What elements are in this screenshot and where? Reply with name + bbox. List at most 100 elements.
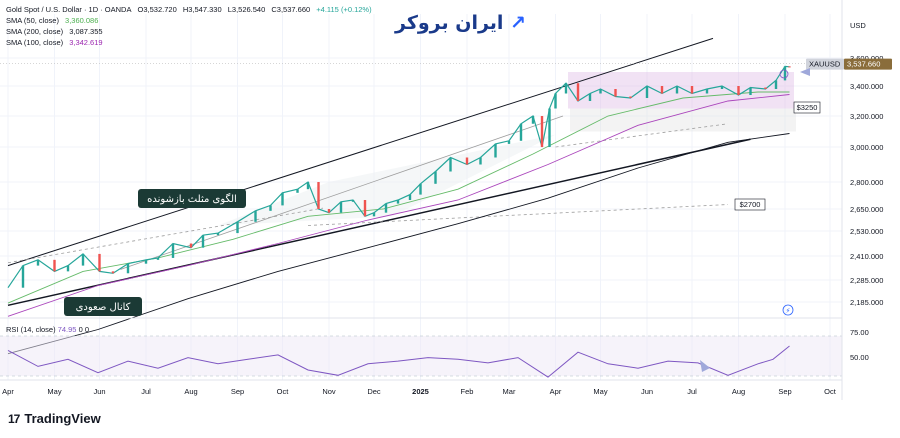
candle	[306, 182, 310, 190]
candle	[36, 259, 40, 266]
rsi-line	[7, 345, 790, 378]
candle	[156, 257, 160, 260]
candle	[126, 263, 130, 274]
ticker-tag: XAUUSD	[809, 60, 841, 69]
time-tick-label: Apr	[550, 387, 562, 396]
price-tick-label: 2,285.000	[850, 276, 883, 285]
level-3250-label: $3250	[797, 103, 818, 112]
time-tick-label: Oct	[277, 387, 290, 396]
candle	[296, 189, 299, 193]
candle	[588, 93, 592, 101]
candle	[372, 212, 376, 217]
ticker-tag-bg	[806, 58, 844, 70]
currency-label: USD	[850, 21, 866, 30]
sma50-value: 3,360.086	[65, 16, 99, 25]
lightning-glyph: ⚡	[786, 307, 791, 315]
candle	[351, 200, 355, 202]
time-tick-label: May	[47, 387, 61, 396]
candle	[339, 201, 343, 213]
triangle-label-bg	[138, 189, 246, 208]
sma200-line	[7, 133, 790, 355]
candle	[531, 116, 535, 124]
price-tick-label: 2,410.000	[850, 252, 883, 261]
time-tick-label: Jul	[141, 387, 151, 396]
rsi-arrow-icon	[700, 360, 710, 372]
channel-label-bg	[64, 297, 142, 316]
support-zone	[570, 108, 796, 132]
price-tick-label: 3,400.000	[850, 82, 883, 91]
price-tick-label: 2,800.000	[850, 178, 883, 187]
time-tick-label: Nov	[322, 387, 336, 396]
rsi-tick-label: 75.00	[850, 328, 869, 337]
price-axis[interactable]: USD 3,600.000 3,400.000 3,200.000 3,000.000 2…	[806, 0, 892, 400]
sma200-row: SMA (200, close) 3,087.355	[6, 26, 376, 37]
candle	[660, 86, 664, 94]
chart-trend-icon: ↗	[510, 12, 526, 34]
candle	[788, 66, 791, 68]
candle	[189, 243, 193, 248]
time-axis[interactable]: Apr May Jun Jul Aug Sep Oct Nov Dec 2025 Feb Mar Apr…	[0, 379, 842, 396]
candle	[53, 259, 56, 272]
price-tick-label: 2,650.000	[850, 205, 883, 214]
time-tick-label: Apr	[2, 387, 14, 396]
zones	[218, 72, 796, 226]
triangle-zone	[218, 134, 556, 226]
sma100-value: 3,342.619	[69, 38, 103, 47]
highlight-circle	[779, 69, 789, 79]
iranbroker-logo-text: ایران بروکر	[395, 12, 504, 34]
level-3250-box	[793, 101, 821, 114]
ohlc-low: L3,526.540	[227, 5, 266, 14]
time-tick-label: Sep	[231, 387, 244, 396]
candle	[645, 86, 649, 98]
triangle-label: الگوی مثلث بازشونده	[147, 193, 237, 205]
sma100-row: SMA (100, close) 3,342.619	[6, 37, 376, 48]
time-tick-label: Sep	[778, 387, 791, 396]
rsi-extra: 0 0	[78, 325, 90, 334]
candle	[396, 200, 400, 204]
candle	[479, 157, 482, 165]
candle	[216, 233, 220, 236]
candle	[540, 116, 544, 147]
candle	[519, 123, 523, 141]
rsi-tick-label: 50.00	[850, 353, 869, 362]
candle	[254, 210, 257, 222]
price-line	[7, 65, 790, 289]
candle	[317, 182, 320, 209]
sma50-row: SMA (50, close) 3,360.086	[6, 15, 376, 26]
candle	[384, 203, 388, 213]
time-tick-label: Dec	[367, 387, 381, 396]
candle	[419, 183, 422, 195]
tradingview-logo[interactable]: 17 TradingView	[8, 411, 101, 426]
price-tick-label: 3,200.000	[850, 112, 883, 121]
candle	[281, 192, 284, 206]
candle	[171, 243, 175, 258]
channel-label: کانال صعودی	[76, 302, 131, 313]
time-tick-label: Aug	[184, 387, 197, 396]
candle	[629, 96, 632, 98]
candle	[111, 271, 115, 274]
candle	[614, 89, 617, 97]
candle	[720, 86, 724, 89]
time-tick-label: 2025	[412, 387, 429, 396]
candle	[705, 89, 709, 94]
rsi-legend: RSI (14, close) 74.95 0 0	[6, 324, 89, 335]
time-tick-label: Jul	[687, 387, 697, 396]
lightning-icon	[782, 304, 794, 316]
candle	[774, 80, 778, 89]
time-tick-label: Jun	[93, 387, 105, 396]
candle	[599, 89, 602, 94]
ohlc-change: +4.115 (+0.12%)	[316, 5, 372, 14]
rsi-value: 74.95	[57, 325, 77, 334]
time-tick-label: Oct	[824, 387, 837, 396]
last-price-tag-bg	[844, 58, 892, 70]
channel-upper-line	[7, 37, 714, 267]
price-tick-label: 2,185.000	[850, 298, 883, 307]
price-tick-label: 3,600.000	[850, 54, 883, 63]
candle	[449, 157, 452, 172]
ohlc-high: H3,547.330	[182, 5, 222, 14]
candle	[98, 253, 101, 272]
level-2700-label: $2700	[740, 200, 761, 209]
candle	[81, 253, 85, 266]
resistance-zone	[568, 72, 794, 109]
